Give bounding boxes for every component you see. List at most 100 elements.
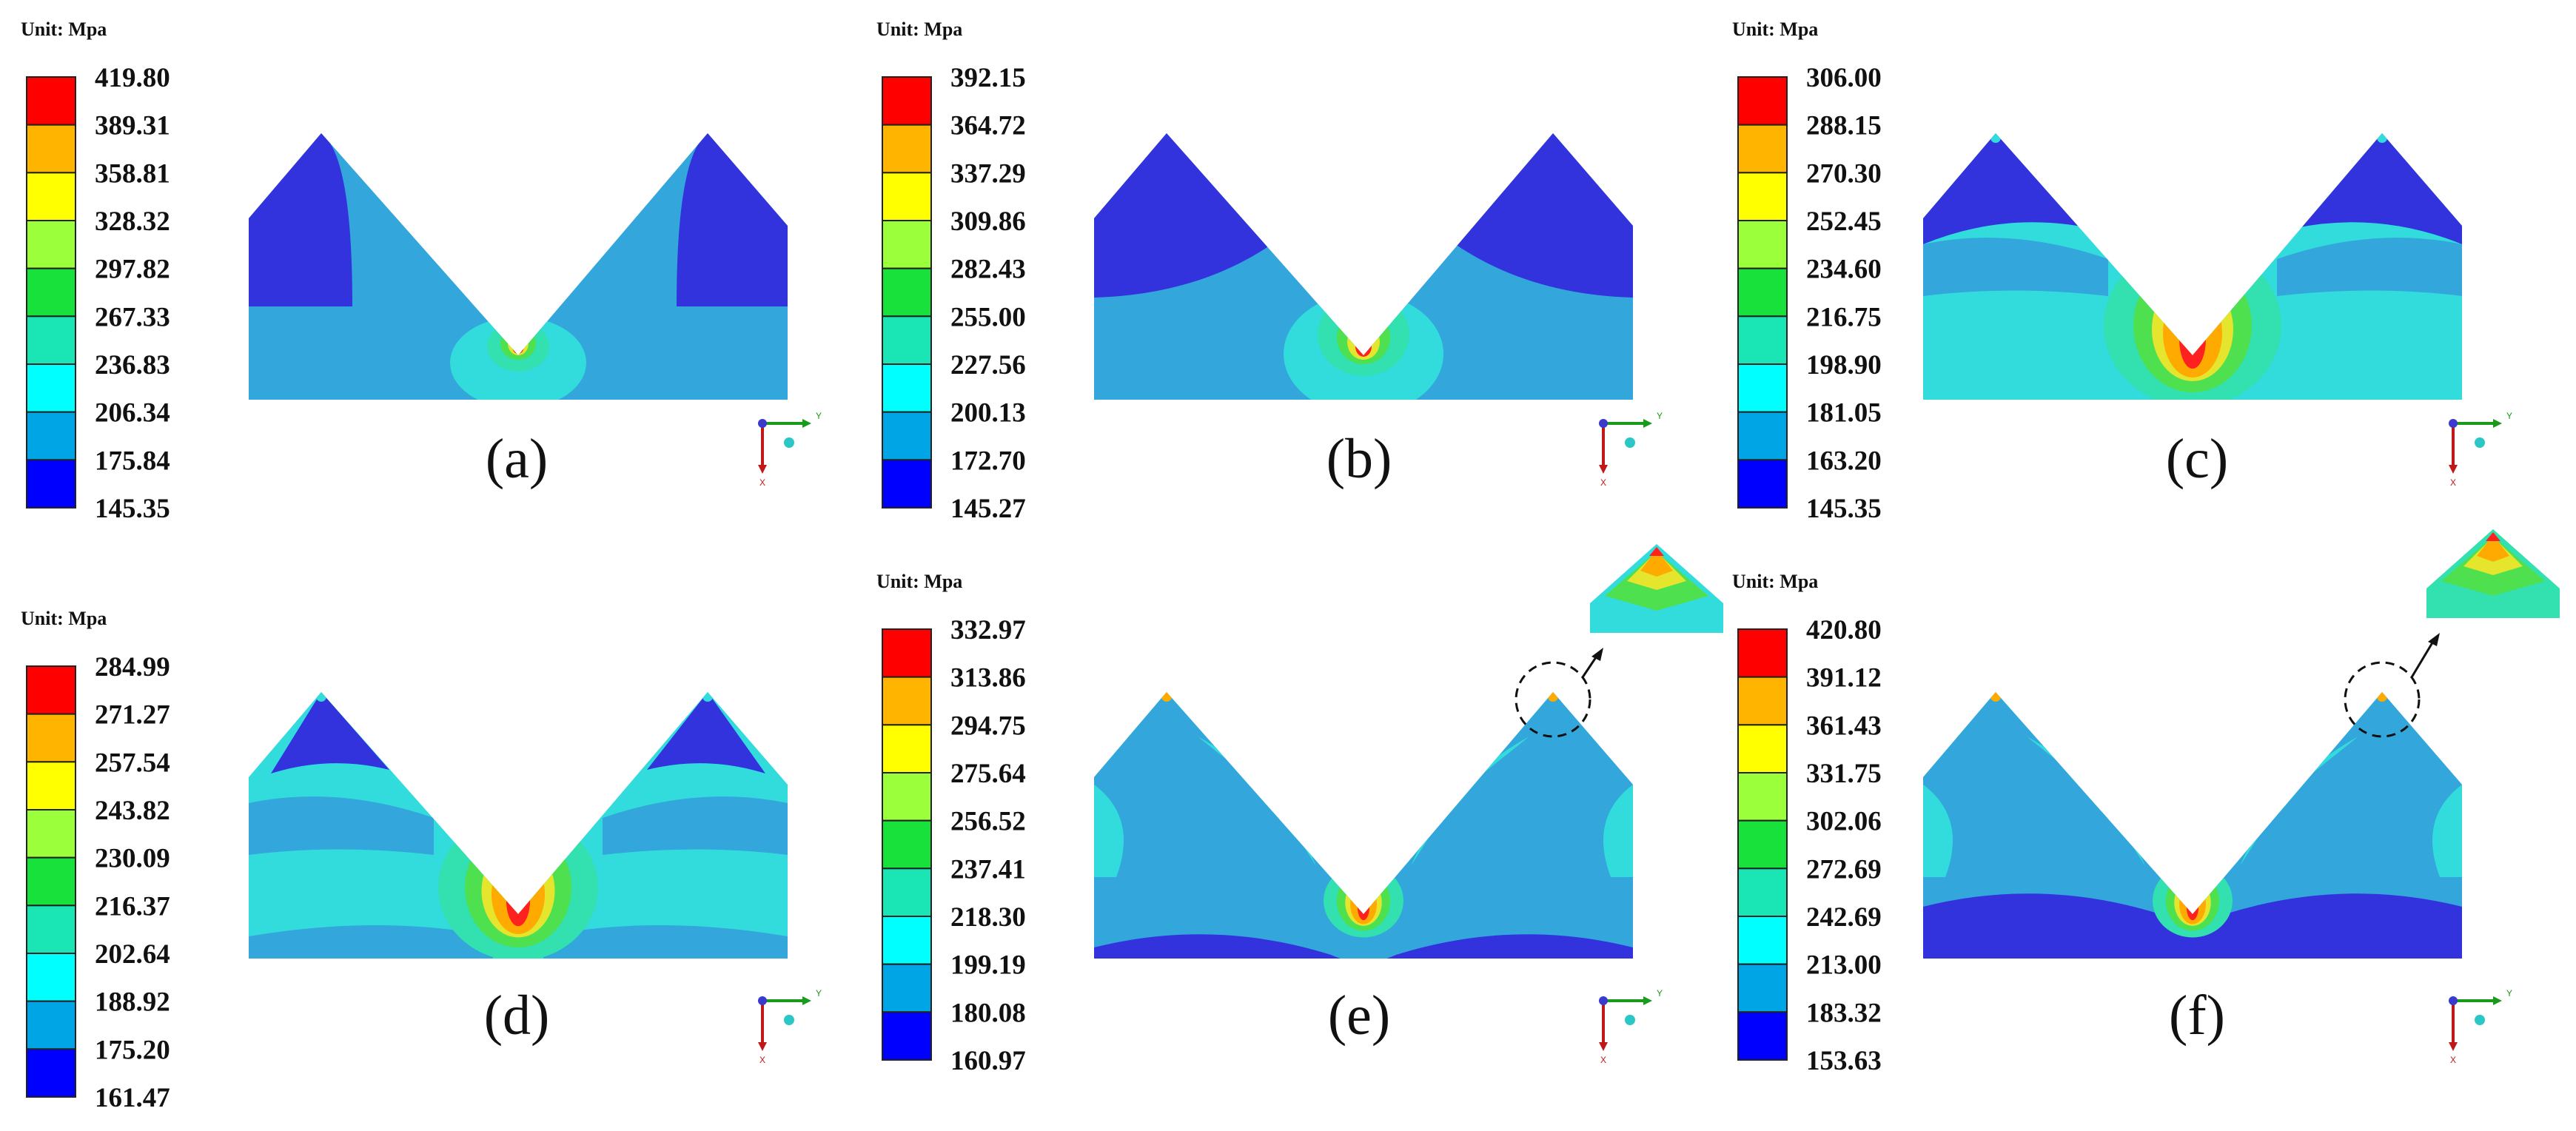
legend-swatch xyxy=(882,676,932,726)
legend-value: 200.13 xyxy=(950,398,1026,429)
legend-swatch xyxy=(26,953,76,1002)
panel-c: Unit: Mpa 306.00 288.15 270.30 252.45 234.60 2… xyxy=(1732,19,2512,524)
legend-value: 271.27 xyxy=(95,700,170,731)
axis-origin-icon xyxy=(1599,419,1608,428)
legend-value: 391.12 xyxy=(1806,663,1882,694)
legend-value: 284.99 xyxy=(95,652,170,682)
axis-y-label: Y xyxy=(2506,411,2512,421)
legend-value: 252.45 xyxy=(1806,207,1882,237)
legend-value: 257.54 xyxy=(95,748,170,778)
legend-value: 309.86 xyxy=(950,207,1026,237)
stress-zone-red xyxy=(2179,309,2206,369)
axis-y-arrowhead xyxy=(1643,419,1652,428)
legend-swatch xyxy=(26,809,76,859)
axis-z-marker-icon xyxy=(1625,437,1635,448)
legend-swatch xyxy=(1737,772,1788,822)
legend-swatch xyxy=(1737,963,1788,1013)
legend-value: 234.60 xyxy=(1806,255,1882,285)
axis-z-marker-icon xyxy=(784,437,794,448)
panel-d: Unit: Mpa 284.99 271.27 257.54 243.82 230.09 2… xyxy=(21,608,822,1113)
stress-zone-red xyxy=(1355,336,1372,357)
legend-swatch xyxy=(882,76,932,126)
stress-zone-green xyxy=(500,327,536,360)
fea-mesh xyxy=(1923,692,2462,959)
stress-zone-red xyxy=(506,873,531,927)
legend-swatch xyxy=(26,1000,76,1050)
mid-stress-zone-right xyxy=(2277,238,2462,296)
legend-value: 213.00 xyxy=(1806,950,1882,981)
legend-value: 331.75 xyxy=(1806,759,1882,789)
legend-swatch xyxy=(882,267,932,318)
axis-x-arrowhead xyxy=(2449,1042,2458,1051)
legend-swatch xyxy=(26,124,76,174)
low-stress-zone-right xyxy=(677,133,788,306)
legend-value: 180.08 xyxy=(950,998,1026,1028)
legend-swatch xyxy=(26,459,76,509)
legend-value: 145.35 xyxy=(95,494,170,524)
unit-label: Unit: Mpa xyxy=(21,608,107,629)
mid-stress-zone-left xyxy=(1923,238,2108,296)
legend-value: 313.86 xyxy=(950,663,1026,694)
legend-value: 172.70 xyxy=(950,446,1026,476)
legend-swatch xyxy=(1737,411,1788,461)
bottom-stress-zone-right xyxy=(543,925,788,959)
inset-zone-red xyxy=(1649,547,1664,556)
axis-y-label: Y xyxy=(816,988,822,999)
mid-stress-zone-left xyxy=(249,796,434,855)
stress-zone-cyan xyxy=(1284,293,1443,400)
panel-caption: (c) xyxy=(2166,428,2228,490)
axis-x-label: X xyxy=(759,1055,765,1065)
legend-swatch xyxy=(1737,315,1788,366)
fea-mesh xyxy=(1923,133,2462,400)
stress-zone-yellow xyxy=(1347,324,1380,360)
legend-swatch xyxy=(1737,819,1788,870)
legend-swatch xyxy=(1737,172,1788,221)
legend-swatch xyxy=(26,713,76,763)
legend-value: 358.81 xyxy=(95,158,170,189)
legend-value: 282.43 xyxy=(950,255,1026,285)
axis-y-arrowhead xyxy=(802,419,811,428)
axis-x-label: X xyxy=(1600,477,1606,488)
axis-y-arrowhead xyxy=(2493,419,2502,428)
axis-x-arrowhead xyxy=(1599,1042,1608,1051)
legend-value: 242.69 xyxy=(1806,902,1882,933)
axis-y-arrowhead xyxy=(1643,996,1652,1005)
fea-mesh xyxy=(1094,692,1633,959)
legend-swatch xyxy=(882,628,932,678)
stress-zone-cyan-right xyxy=(2432,785,2462,877)
zoom-arrowhead xyxy=(1591,648,1603,661)
axis-x-label: X xyxy=(2450,477,2456,488)
legend-value: 389.31 xyxy=(95,111,170,141)
stress-zone-red xyxy=(512,339,524,354)
legend-value: 392.15 xyxy=(950,63,1026,93)
zoom-arrow xyxy=(2410,640,2435,678)
legend-value: 145.27 xyxy=(950,494,1026,524)
axis-origin-icon xyxy=(1599,996,1608,1005)
legend-value: 272.69 xyxy=(1806,854,1882,885)
legend-value: 364.72 xyxy=(950,111,1026,141)
legend-value: 328.32 xyxy=(95,207,170,237)
legend-value: 227.56 xyxy=(950,350,1026,380)
axis-z-marker-icon xyxy=(2475,1015,2485,1025)
axis-x-label: X xyxy=(759,477,765,488)
legend-value: 218.30 xyxy=(950,902,1026,933)
legend-value: 306.00 xyxy=(1806,63,1882,93)
axis-origin-icon xyxy=(758,419,767,428)
legend-swatch xyxy=(26,76,76,126)
low-stress-zone-right xyxy=(647,692,765,773)
zoom-circle xyxy=(2344,661,2421,738)
legend-swatch xyxy=(882,363,932,413)
inset-zone-red xyxy=(2486,532,2500,541)
zoom-inset xyxy=(2426,529,2560,618)
axis-x-arrowhead xyxy=(758,1042,767,1051)
axis-y-label: Y xyxy=(1657,411,1663,421)
panel-caption: (d) xyxy=(484,984,550,1047)
panel-caption: (a) xyxy=(486,428,548,490)
legend-value: 175.84 xyxy=(95,446,170,476)
legend-value: 188.92 xyxy=(95,987,170,1018)
legend-value: 255.00 xyxy=(950,302,1026,332)
legend-swatch xyxy=(882,459,932,509)
legend-swatch xyxy=(26,905,76,955)
low-stress-zone-left xyxy=(271,692,389,773)
